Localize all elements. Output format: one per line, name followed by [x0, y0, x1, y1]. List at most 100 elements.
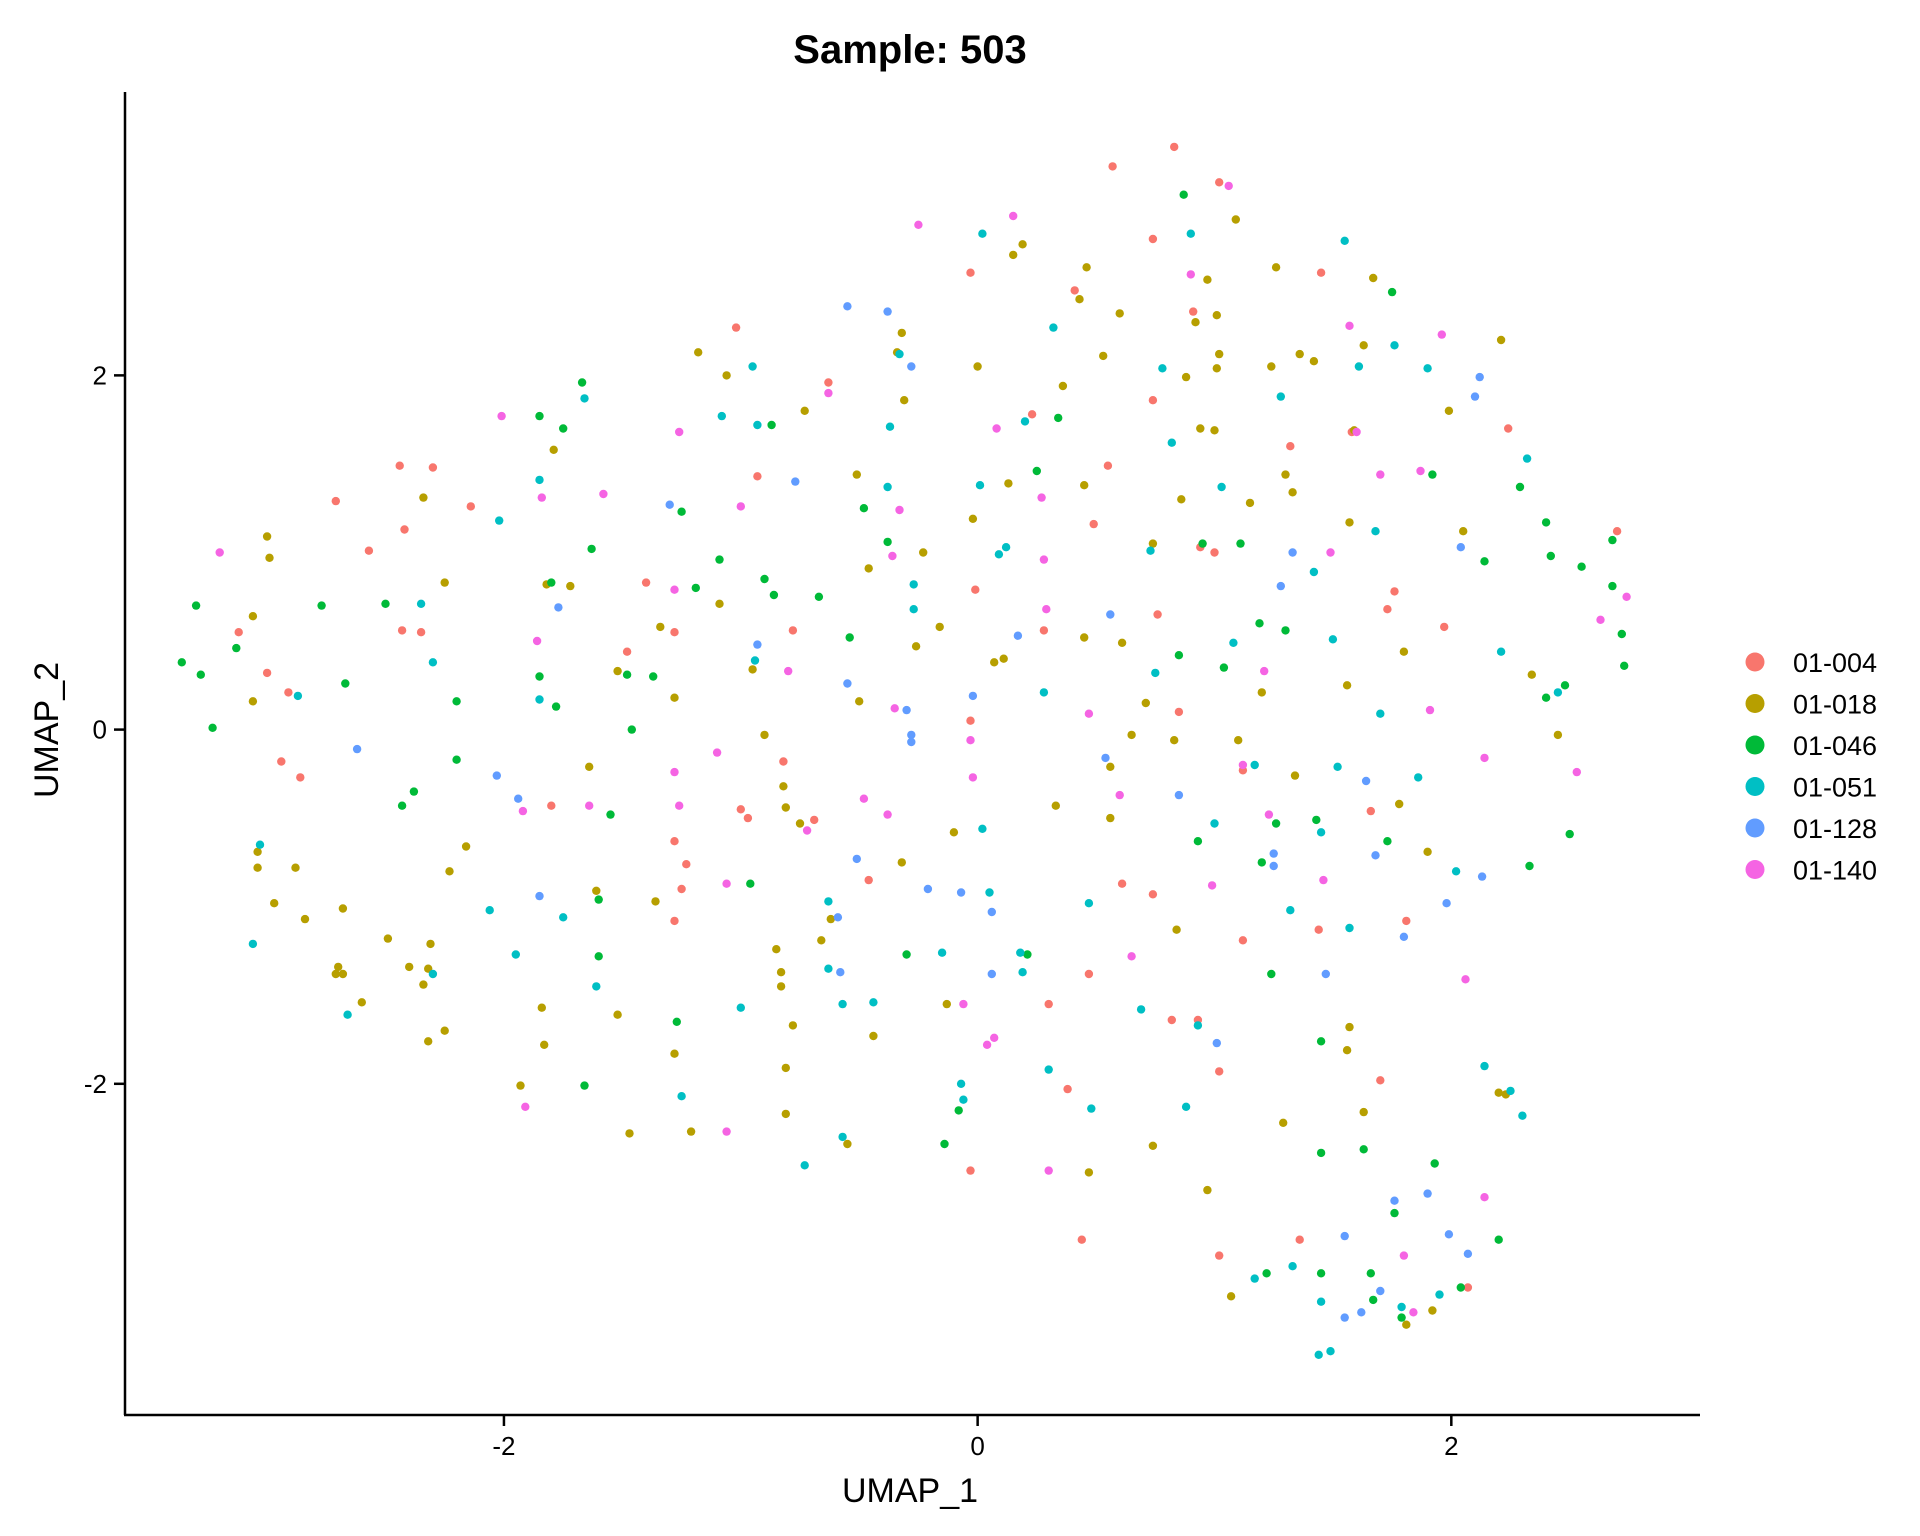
point-01-018-90	[461, 842, 471, 851]
point-01-004-11	[1027, 410, 1037, 419]
point-01-018-6	[1369, 273, 1378, 283]
point-01-046-83	[1397, 1313, 1406, 1322]
points-layer	[177, 142, 1631, 1360]
point-01-128-38	[987, 969, 996, 979]
point-01-128-34	[1442, 899, 1451, 908]
point-01-018-17	[1359, 341, 1368, 350]
point-01-004-54	[682, 860, 691, 869]
point-01-046-38	[1608, 581, 1617, 591]
point-01-051-26	[994, 550, 1004, 559]
point-01-140-25	[784, 666, 793, 676]
point-01-018-88	[253, 863, 262, 872]
point-01-018-138	[1428, 1306, 1437, 1315]
point-01-140-52	[990, 1033, 999, 1043]
point-01-018-40	[968, 514, 978, 523]
point-01-051-11	[1158, 364, 1167, 373]
point-01-018-108	[776, 968, 786, 977]
point-01-004-71	[1295, 1235, 1304, 1244]
point-01-018-62	[1527, 670, 1537, 679]
point-01-128-31	[833, 913, 843, 922]
point-01-140-3	[1186, 270, 1196, 279]
point-01-046-80	[1316, 1269, 1326, 1278]
point-01-128-0	[843, 302, 852, 311]
point-01-046-9	[1515, 482, 1525, 492]
point-01-140-0	[1224, 181, 1233, 191]
point-01-140-39	[859, 794, 869, 803]
point-01-018-56	[999, 654, 1008, 663]
point-01-004-8	[1189, 307, 1198, 316]
point-01-046-68	[672, 1017, 681, 1026]
x-tick-label: 0	[970, 1431, 984, 1461]
point-01-128-44	[1463, 1249, 1473, 1259]
point-01-018-99	[817, 936, 826, 945]
point-01-018-55	[935, 622, 944, 632]
point-01-128-47	[1340, 1313, 1349, 1322]
point-01-018-35	[1004, 479, 1013, 488]
point-01-046-3	[535, 411, 544, 421]
point-01-140-35	[1115, 790, 1124, 800]
point-01-051-18	[975, 481, 985, 490]
point-01-046-49	[208, 723, 217, 732]
point-01-018-91	[445, 867, 454, 876]
point-01-018-116	[440, 1026, 449, 1035]
point-01-128-1	[883, 307, 892, 316]
point-01-051-42	[1250, 760, 1259, 770]
y-tick-label: 0	[93, 715, 107, 745]
point-01-018-107	[772, 945, 781, 954]
point-01-018-72	[1553, 730, 1563, 740]
point-01-051-15	[1276, 392, 1286, 401]
point-01-046-37	[1617, 629, 1627, 639]
point-01-051-84	[1316, 1297, 1326, 1306]
point-01-018-124	[1342, 1046, 1352, 1055]
point-01-046-27	[191, 601, 201, 610]
point-01-046-19	[715, 555, 724, 564]
point-01-051-47	[1316, 828, 1326, 837]
point-01-051-6	[748, 362, 757, 371]
chart-title: Sample: 503	[793, 28, 1026, 72]
point-01-051-44	[1414, 773, 1423, 782]
point-01-051-87	[1397, 1302, 1406, 1312]
point-01-051-46	[1210, 819, 1219, 828]
point-01-051-31	[909, 580, 918, 589]
point-01-140-20	[215, 548, 224, 557]
point-01-140-43	[802, 826, 812, 835]
point-01-018-53	[248, 612, 258, 621]
point-01-018-21	[1267, 362, 1276, 371]
point-01-018-83	[1051, 801, 1061, 810]
point-01-051-9	[1020, 417, 1030, 426]
point-01-046-53	[397, 801, 407, 810]
point-01-046-16	[1480, 557, 1489, 566]
point-01-046-32	[1255, 619, 1264, 628]
point-01-046-57	[606, 810, 615, 819]
point-01-140-22	[1042, 605, 1051, 614]
point-01-046-46	[1541, 693, 1551, 702]
point-01-140-58	[1409, 1308, 1418, 1317]
point-01-051-1	[978, 229, 987, 238]
point-01-018-125	[516, 1081, 525, 1090]
point-01-018-64	[748, 665, 757, 674]
point-01-004-23	[364, 546, 374, 555]
point-01-018-136	[1226, 1292, 1236, 1301]
point-01-018-118	[869, 1031, 878, 1041]
point-01-004-26	[1612, 527, 1622, 536]
legend: 01-004 01-018 01-046 01-051 01-128 01-140	[1745, 648, 1877, 886]
point-01-128-21	[492, 771, 501, 780]
point-01-046-7	[1032, 466, 1042, 476]
point-01-004-21	[331, 496, 340, 506]
point-01-051-30	[1328, 635, 1338, 644]
point-01-046-20	[883, 537, 892, 547]
point-01-051-16	[1167, 438, 1177, 447]
point-01-051-5	[580, 394, 589, 403]
point-01-004-49	[743, 813, 753, 823]
y-ticks: -2 0 2	[84, 360, 125, 1099]
point-01-128-22	[514, 794, 523, 803]
point-01-018-51	[440, 578, 449, 587]
point-01-046-35	[1281, 626, 1290, 635]
point-01-140-34	[968, 773, 978, 782]
point-01-004-47	[547, 801, 556, 810]
point-01-051-49	[824, 897, 833, 906]
point-01-018-105	[331, 969, 340, 979]
point-01-046-36	[1620, 661, 1629, 670]
point-01-051-70	[1044, 1065, 1053, 1074]
point-01-018-79	[1290, 771, 1300, 780]
